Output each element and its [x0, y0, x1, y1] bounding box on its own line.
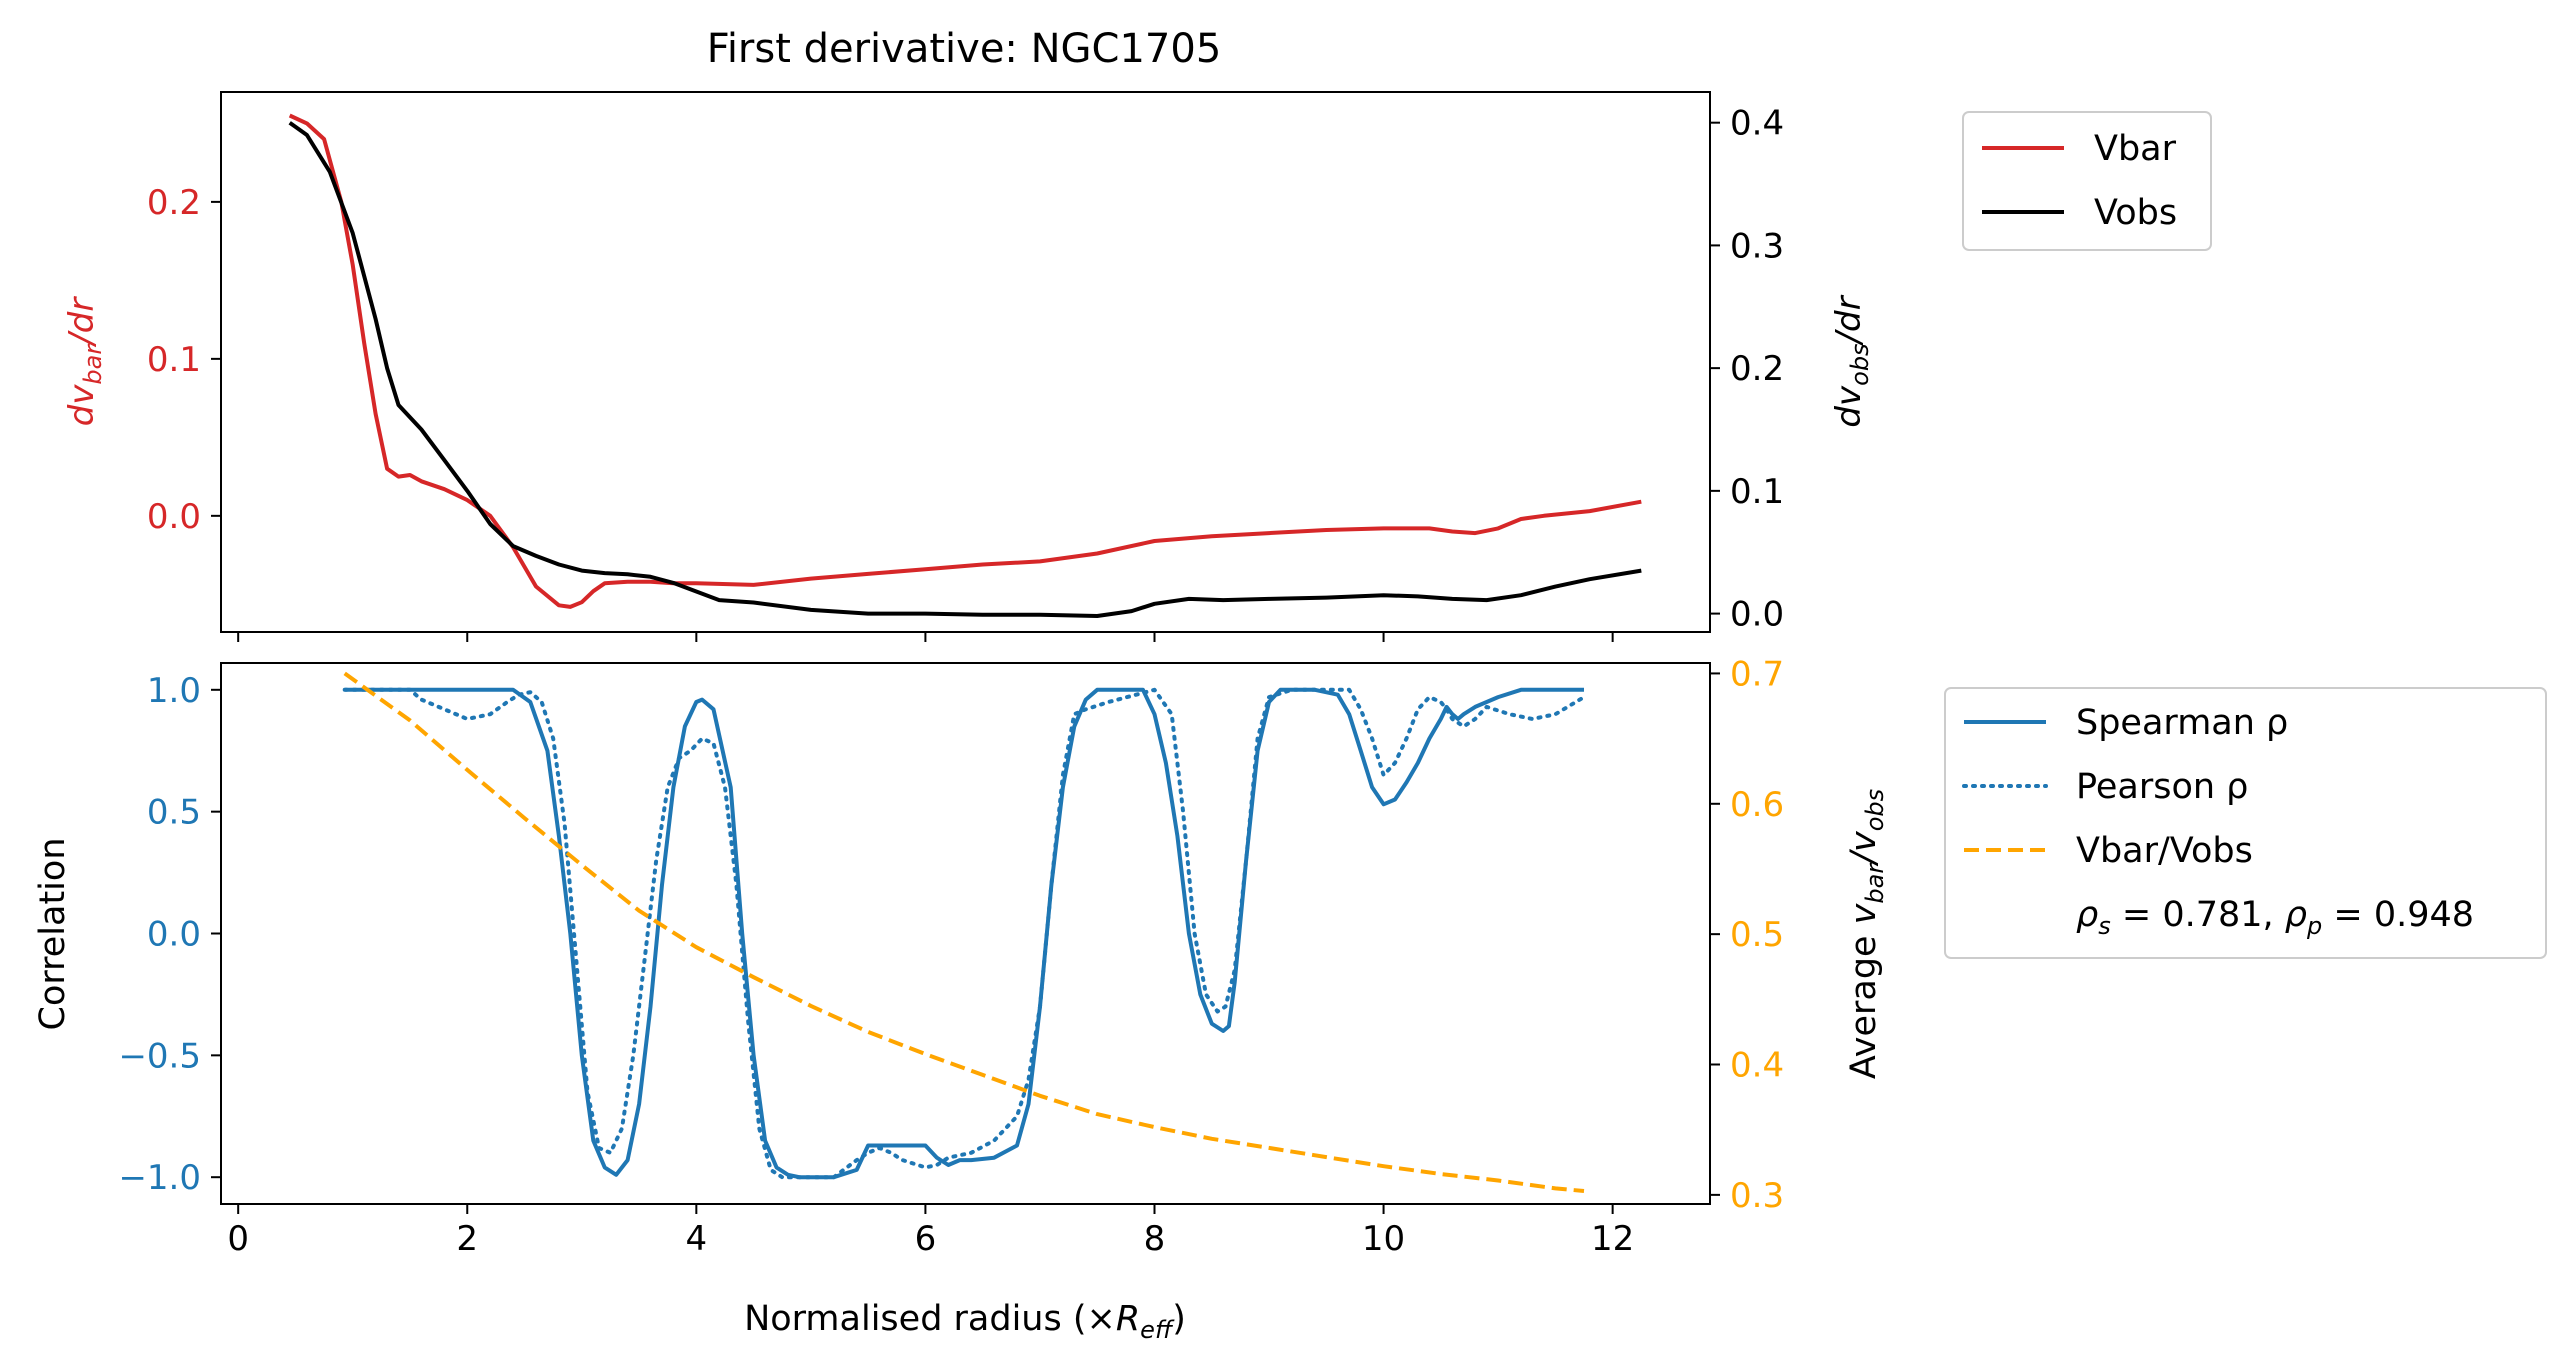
correlation-right-tick-label: 0.4	[1730, 1046, 1784, 1086]
correlation-panel: 0 2 4 6 8 10 12 −1.0 −0.5 0.0 0.5 1.0 0.3 0.4 0.5 0.6 0.…	[33, 654, 1889, 1344]
correlation-x-tick-label: 2	[456, 1219, 478, 1259]
correlation-x-tick-label: 0	[227, 1219, 249, 1259]
correlation-x-tick-label: 6	[915, 1219, 937, 1259]
derivative-right-tick-label: 0.3	[1730, 226, 1784, 266]
correlation-left-tick-label: −0.5	[118, 1036, 201, 1076]
derivative-right-tick-label: 0.1	[1730, 472, 1784, 512]
series-vbar-vobs-line	[343, 671, 1585, 1193]
derivative-right-tick-label: 0.0	[1730, 595, 1784, 635]
correlation-axis-label: Correlation	[33, 838, 73, 1031]
derivative-right-tick-label: 0.2	[1730, 349, 1784, 389]
correlation-right-tick-label: 0.3	[1730, 1176, 1784, 1216]
figure-title: First derivative: NGC1705	[707, 26, 1222, 72]
correlation-plot-frame	[220, 662, 1711, 1205]
derivative-panel: 0.0 0.1 0.2 0.0 0.1 0.2 0.3 0.4 dvbar/dr dvobs/…	[62, 91, 1874, 642]
legend-spearman-label: Spearman ρ	[2076, 703, 2288, 743]
legend-vbar-label: Vbar	[2094, 129, 2177, 169]
correlation-right-tick-label: 0.5	[1730, 915, 1784, 955]
correlation-ticks: 0 2 4 6 8 10 12 −1.0 −0.5 0.0 0.5 1.0 0.3 0.4 0.5 0.6 0.…	[118, 654, 1784, 1259]
correlation-right-tick-label: 0.7	[1730, 654, 1784, 694]
correlation-left-tick-label: 0.0	[147, 915, 201, 955]
correlation-legend: Spearman ρ Pearson ρ Vbar/Vobs ρs = 0.78…	[1944, 687, 2547, 959]
legend-rho-annotation: ρs = 0.781, ρp = 0.948	[2076, 895, 2474, 940]
ratio-axis-label: Average vbar/vobs	[1844, 789, 1889, 1079]
derivative-legend: Vbar Vobs	[1962, 111, 2212, 251]
correlation-left-tick-label: −1.0	[118, 1158, 201, 1198]
derivative-left-tick-label: 0.1	[147, 340, 201, 380]
series-vbar-line	[288, 113, 1642, 609]
derivative-lines	[288, 113, 1642, 618]
derivative-ticks: 0.0 0.1 0.2 0.0 0.1 0.2 0.3 0.4	[147, 104, 1784, 642]
correlation-right-tick-label: 0.6	[1730, 785, 1784, 825]
correlation-x-tick-label: 12	[1591, 1219, 1634, 1259]
series-pearson-line	[342, 687, 1586, 1180]
series-vobs-line	[288, 121, 1642, 618]
radius-axis-label: Normalised radius (×Reff)	[744, 1299, 1186, 1344]
derivative-right-tick-label: 0.4	[1730, 104, 1784, 144]
derivative-left-tick-label: 0.0	[147, 497, 201, 537]
derivative-left-tick-label: 0.2	[147, 183, 201, 223]
legend-pearson-label: Pearson ρ	[2076, 767, 2248, 807]
dvbar-axis-label: dvbar/dr	[62, 296, 107, 427]
correlation-x-tick-label: 8	[1144, 1219, 1166, 1259]
correlation-left-tick-label: 1.0	[147, 671, 201, 711]
legend-ratio-label: Vbar/Vobs	[2076, 831, 2253, 871]
correlation-legend-box	[1944, 687, 2547, 959]
correlation-lines	[342, 671, 1586, 1193]
correlation-left-tick-label: 0.5	[147, 793, 201, 833]
legend-vobs-label: Vobs	[2094, 193, 2177, 233]
correlation-x-tick-label: 10	[1362, 1219, 1405, 1259]
correlation-x-tick-label: 4	[686, 1219, 708, 1259]
dvobs-axis-label: dvobs/dr	[1829, 294, 1874, 427]
derivative-plot-frame	[220, 91, 1711, 633]
